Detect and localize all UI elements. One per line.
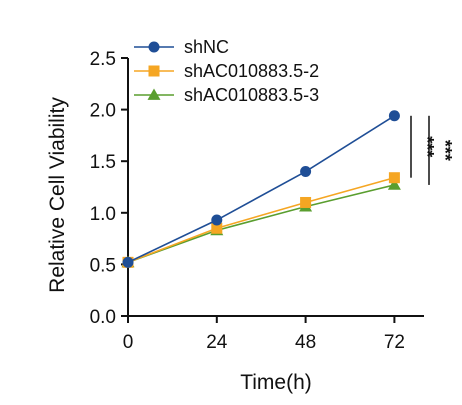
- y-tick-label: 0.0: [90, 307, 116, 328]
- series-line: [127, 115, 395, 264]
- x-tick-label: 0: [123, 332, 134, 353]
- axes-group: 0 24 48 72 0.0 0.5 1.0 1.5 2.0 2.5 Time(h) Relat…: [46, 49, 424, 394]
- legend-item: shAC010883.5-2: [134, 61, 319, 81]
- data-point-circle: [211, 214, 223, 226]
- y-tick-label: 0.5: [90, 255, 116, 276]
- data-point-circle: [148, 41, 160, 53]
- y-tick-label: 1.0: [90, 204, 116, 225]
- data-point-square: [388, 172, 400, 184]
- significance-bracket: ***: [410, 115, 437, 178]
- legend-label: shNC: [184, 37, 229, 57]
- x-tick-label: 48: [295, 332, 316, 353]
- significance-bracket: ***: [428, 115, 455, 185]
- significance-label: ***: [417, 136, 437, 157]
- x-tick-label: 72: [384, 332, 405, 353]
- data-point-square: [300, 196, 312, 208]
- y-tick-label: 2.0: [90, 101, 116, 122]
- series-line: [127, 184, 395, 264]
- legend-item: shAC010883.5-3: [134, 85, 319, 105]
- significance-annotations: ******: [410, 115, 455, 185]
- y-tick-label: 1.5: [90, 152, 116, 173]
- y-tick-label: 2.5: [90, 49, 116, 70]
- data-point-circle: [122, 256, 134, 268]
- y-axis-title: Relative Cell Viability: [46, 97, 69, 293]
- series-line: [127, 176, 395, 264]
- significance-label: ***: [435, 140, 455, 161]
- legend-item: shNC: [134, 37, 229, 57]
- data-point-circle: [388, 110, 400, 122]
- legend: shNC shAC010883.5-2 shAC010883.5-3: [134, 37, 319, 105]
- data-point-square: [211, 222, 223, 234]
- data-point-circle: [300, 166, 312, 178]
- series-layer: [121, 110, 401, 268]
- series-shnc: [122, 110, 400, 268]
- data-point-square: [148, 65, 160, 77]
- series-shac010883-5-2: [122, 172, 400, 268]
- x-ticks: 0 24 48 72: [123, 316, 405, 353]
- data-point-triangle: [387, 178, 401, 190]
- y-ticks: 0.0 0.5 1.0 1.5 2.0 2.5: [90, 49, 128, 328]
- legend-label: shAC010883.5-3: [184, 85, 319, 105]
- x-axis-title: Time(h): [240, 371, 312, 394]
- series-shac010883-5-3: [121, 178, 401, 268]
- data-point-triangle: [147, 88, 161, 100]
- x-tick-label: 24: [206, 332, 228, 353]
- legend-label: shAC010883.5-2: [184, 61, 319, 81]
